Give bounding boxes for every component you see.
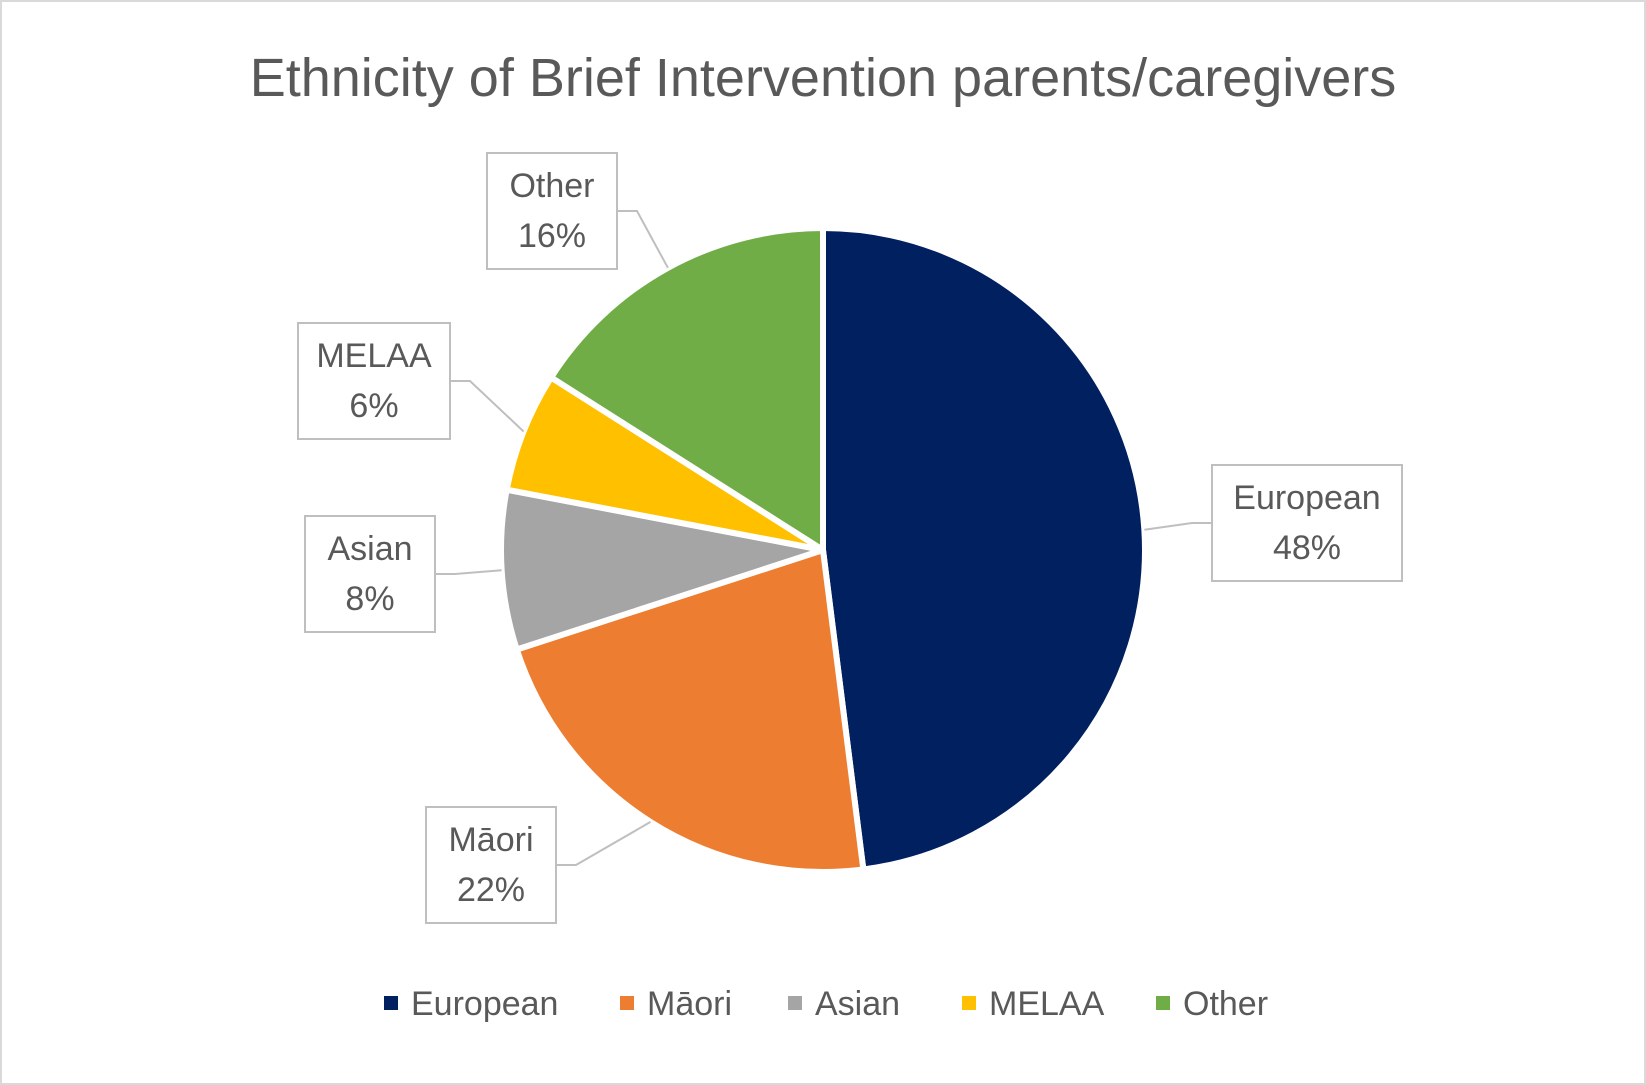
- data-label-box-melaa: [297, 322, 451, 440]
- data-label-name-asian: Asian: [327, 530, 412, 568]
- legend-item-melaa: MELAA: [962, 985, 1105, 1023]
- data-label-value-melaa: 6%: [349, 387, 398, 425]
- data-label-name-european: European: [1233, 479, 1380, 517]
- legend-swatch-asian: [788, 996, 802, 1010]
- data-label-box-asian: [304, 515, 436, 633]
- data-label-name-other: Other: [509, 167, 594, 205]
- leader-line-asian: [435, 569, 502, 575]
- legend: European Māori Asian MELAA Other: [384, 985, 1268, 1023]
- data-label-maori: Māori 22%: [425, 806, 557, 924]
- data-label-other: Other 16%: [486, 152, 618, 270]
- data-label-name-maori: Māori: [448, 821, 533, 859]
- leader-line-maori: [556, 821, 652, 866]
- legend-label-asian: Asian: [815, 985, 900, 1023]
- data-label-value-maori: 22%: [457, 871, 525, 909]
- legend-swatch-melaa: [962, 996, 976, 1010]
- legend-item-other: Other: [1156, 985, 1268, 1023]
- data-label-value-other: 16%: [518, 217, 586, 255]
- legend-swatch-european: [384, 996, 398, 1010]
- legend-item-maori: Māori: [620, 985, 732, 1023]
- pie-slice-other: [548, 225, 826, 553]
- data-label-value-asian: 8%: [345, 580, 394, 618]
- legend-label-other: Other: [1183, 985, 1268, 1023]
- legend-swatch-maori: [620, 996, 634, 1010]
- legend-label-maori: Māori: [647, 985, 732, 1023]
- chart-title: Ethnicity of Brief Intervention parents/…: [250, 48, 1397, 108]
- data-label-name-melaa: MELAA: [316, 337, 432, 375]
- leader-line-melaa: [450, 380, 525, 433]
- pie-slice-european: [820, 225, 1148, 873]
- leader-line-other: [617, 210, 669, 269]
- legend-item-asian: Asian: [788, 985, 900, 1023]
- data-label-european: European 48%: [1211, 464, 1403, 582]
- legend-label-european: European: [411, 985, 558, 1023]
- leader-line-european: [1144, 522, 1212, 531]
- data-label-melaa: MELAA 6%: [297, 322, 451, 440]
- data-label-box-other: [486, 152, 618, 270]
- legend-item-european: European: [384, 985, 558, 1023]
- data-label-box-maori: [425, 806, 557, 924]
- data-label-box-european: [1211, 464, 1403, 582]
- data-label-asian: Asian 8%: [304, 515, 436, 633]
- legend-label-melaa: MELAA: [989, 985, 1105, 1023]
- data-label-value-european: 48%: [1273, 529, 1341, 567]
- legend-swatch-other: [1156, 996, 1170, 1010]
- pie-slice-asian: [498, 486, 826, 653]
